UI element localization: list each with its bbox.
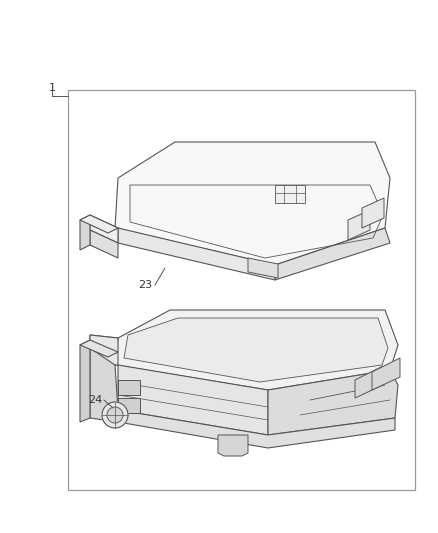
Polygon shape [90,215,118,243]
Polygon shape [372,358,400,390]
Polygon shape [80,340,118,357]
Polygon shape [355,366,383,398]
Polygon shape [90,230,118,258]
Text: 23: 23 [138,280,152,290]
Polygon shape [115,310,398,390]
Circle shape [102,402,128,428]
Bar [68,90,415,490]
Polygon shape [90,335,118,422]
Polygon shape [80,340,90,422]
Polygon shape [248,258,278,278]
Polygon shape [118,380,140,395]
Text: 24: 24 [88,395,102,405]
Polygon shape [80,215,118,233]
Polygon shape [115,142,390,265]
Bar [275,185,305,203]
Polygon shape [80,215,90,250]
Text: 1: 1 [49,83,56,93]
Polygon shape [118,228,275,280]
Polygon shape [118,410,395,448]
Polygon shape [218,435,248,456]
Polygon shape [275,228,390,280]
Circle shape [107,407,123,423]
Polygon shape [90,335,118,365]
Polygon shape [124,318,388,382]
Polygon shape [348,210,370,240]
Polygon shape [268,370,398,435]
Polygon shape [118,365,268,435]
Polygon shape [362,198,384,228]
Polygon shape [118,398,140,413]
